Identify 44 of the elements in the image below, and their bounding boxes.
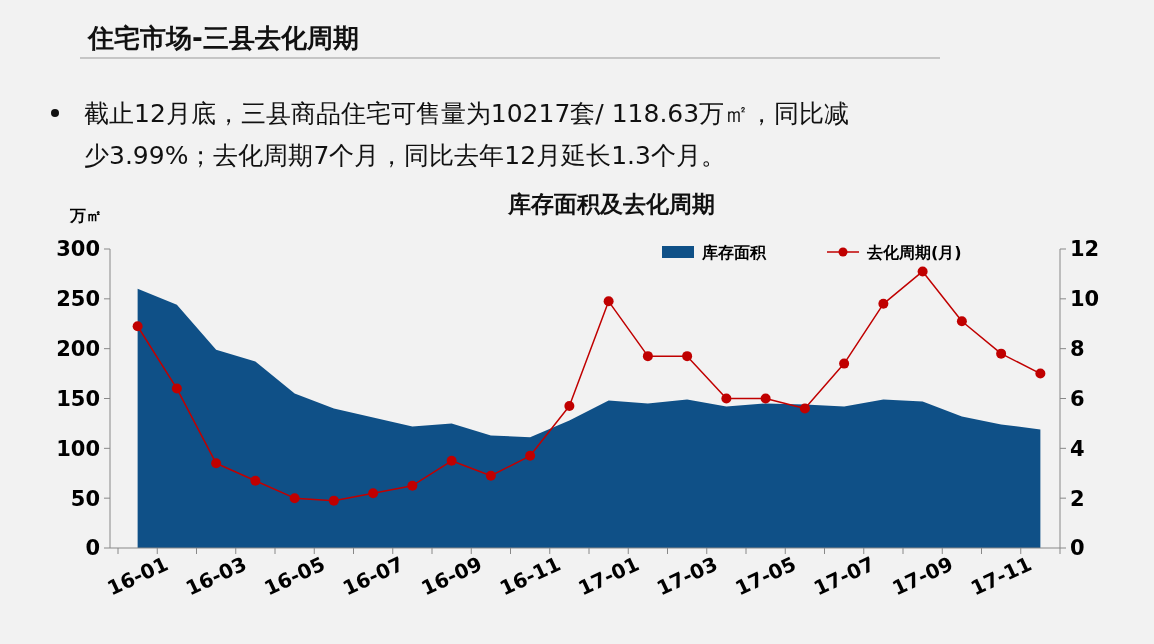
y2-tick-label: 4 [1070,436,1085,461]
text: 截止12月底，三县商品住宅可售量为10217套/ 118.63万㎡，同比减少3.99%；去化周期7个月，同比去年12月延长1.3个月。 [84,99,850,170]
chart-subtitle: 住宅市场-三县去化周期 [87,23,359,53]
y2-tick-label: 6 [1070,386,1085,411]
y-tick-label: 200 [56,337,100,362]
point [642,351,653,362]
point [171,383,182,394]
point [1035,368,1046,379]
y-tick-label: 50 [70,486,100,511]
point [721,393,732,404]
point [760,393,771,404]
y-tick-label: 150 [56,386,100,411]
y-tick-label: 100 [56,436,100,461]
point [996,348,1007,359]
legend-label: 库存面积 [701,242,767,262]
point [956,316,967,327]
legend-label: 去化周期(月) [866,242,962,262]
y2-tick-label: 2 [1070,486,1085,511]
y-tick-label: 250 [56,287,100,312]
point [917,266,928,277]
point [485,470,496,481]
point [799,403,810,414]
point [839,358,850,369]
y2-tick-label: 0 [1070,536,1085,561]
point [878,298,889,309]
y-tick-label: 300 [56,237,100,262]
y-tick-label: 0 [85,536,100,561]
y2-tick-label: 12 [1070,237,1100,262]
point [250,475,261,486]
point [446,455,457,466]
chart-title: 库存面积及去化周期 [506,191,715,217]
point [132,321,143,332]
point [603,296,614,307]
point [682,351,693,362]
point [564,400,575,411]
y2-tick-label: 10 [1070,287,1100,312]
y-axis-title: 万㎡ [69,206,102,225]
point [211,458,222,469]
point [407,480,418,491]
y2-tick-label: 8 [1070,337,1085,362]
point [328,495,339,506]
point [525,450,536,461]
point [368,488,379,499]
point [289,493,300,504]
